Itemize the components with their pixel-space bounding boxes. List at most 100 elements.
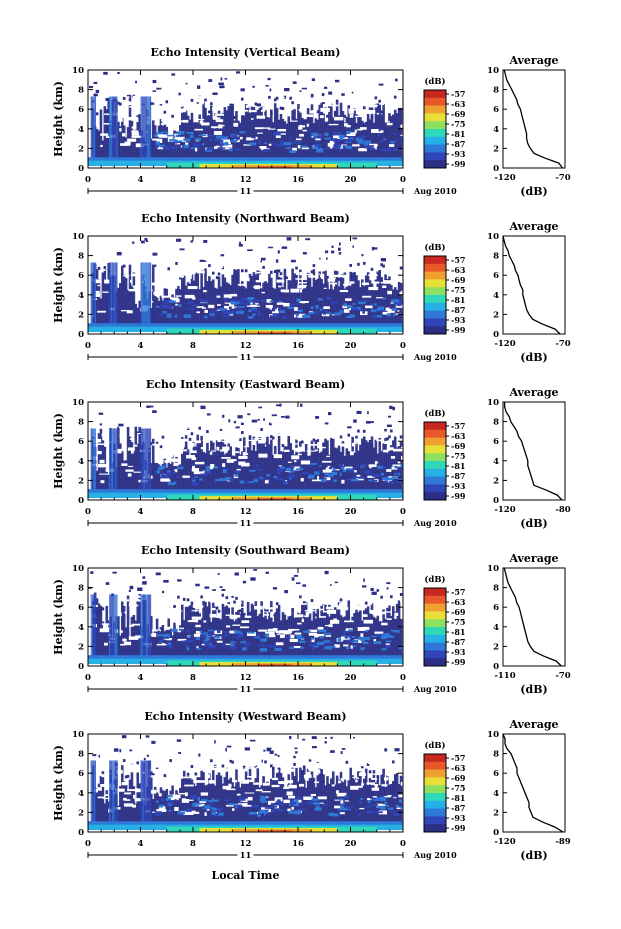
- echo-gap: [299, 289, 302, 293]
- echo-gap: [229, 313, 234, 316]
- date-label: Aug 2010: [413, 518, 457, 528]
- echo-cell: [213, 799, 220, 802]
- echo-gap: [328, 104, 339, 107]
- echo-gap: [172, 298, 180, 303]
- x-tick-label: 8: [190, 341, 196, 351]
- echo-cell: [289, 150, 297, 154]
- profile-y-tick-label: 6: [493, 437, 499, 447]
- colorbar-tick-label: -93: [451, 647, 466, 657]
- echo-gap: [133, 286, 137, 289]
- colorbar-tick-label: -75: [451, 783, 465, 793]
- echo-cell: [266, 747, 272, 750]
- echo-cell: [110, 760, 112, 827]
- echo-cell: [306, 108, 310, 166]
- colorbar-swatch: [424, 140, 446, 145]
- echo-gap: [128, 288, 137, 292]
- echo-cell: [359, 444, 362, 498]
- echo-cell: [252, 85, 255, 88]
- echo-cell: [263, 810, 269, 814]
- echo-cell: [346, 478, 353, 481]
- echo-cell: [227, 443, 231, 498]
- echo-cell: [380, 472, 385, 476]
- echo-gap: [385, 121, 391, 123]
- echo-gap: [197, 423, 202, 427]
- echo-cell: [210, 783, 213, 830]
- echo-cell: [378, 83, 384, 86]
- echo-cell: [299, 145, 308, 148]
- echo-cell: [351, 479, 359, 482]
- echo-gap: [133, 125, 137, 129]
- echo-gap: [244, 792, 255, 794]
- echo-cell: [203, 639, 209, 643]
- echo-gap: [374, 461, 378, 465]
- panel-title: Echo Intensity (Vertical Beam): [150, 46, 340, 59]
- echo-gap: [203, 290, 207, 293]
- echo-gap: [229, 630, 238, 634]
- echo-gap: [323, 306, 330, 310]
- colorbar-swatch: [424, 144, 446, 149]
- echo-gap: [209, 613, 217, 618]
- echo-gap: [374, 785, 378, 789]
- echo-gap: [324, 610, 330, 613]
- echo-cell: [374, 103, 378, 166]
- echo-gap: [104, 794, 109, 796]
- echo-cell: [110, 96, 112, 163]
- echo-gap: [374, 783, 379, 786]
- echo-cell: [97, 130, 101, 166]
- y-tick-label: 4: [78, 457, 84, 467]
- echo-cell: [89, 85, 94, 89]
- echo-cell: [103, 266, 107, 332]
- echo-cell: [113, 594, 115, 661]
- echo-cell: [233, 786, 236, 830]
- profile-frame: [502, 733, 566, 833]
- echo-gap: [88, 757, 93, 760]
- echo-gap: [252, 98, 263, 101]
- echo-cell: [393, 109, 397, 166]
- echo-cell: [301, 603, 304, 664]
- echo-cell: [392, 760, 395, 764]
- echo-gap: [307, 590, 314, 593]
- echo-cell: [115, 96, 117, 163]
- echo-gap: [215, 145, 220, 148]
- echo-gap: [270, 611, 275, 615]
- echo-gap: [367, 594, 374, 598]
- colorbar-swatch: [424, 496, 446, 501]
- echo-cell: [200, 473, 207, 476]
- echo-gap: [118, 258, 128, 261]
- colorbar-swatch: [424, 484, 446, 489]
- echo-cell: [161, 463, 167, 467]
- echo-gap: [369, 602, 373, 605]
- echo-cell: [277, 308, 286, 311]
- echo-cell: [339, 274, 343, 332]
- echo-cell: [328, 603, 331, 607]
- echo-gap: [177, 90, 186, 94]
- echo-gap: [358, 148, 367, 152]
- echo-cell: [311, 463, 318, 465]
- echo-gap: [357, 627, 367, 631]
- echo-cell: [138, 593, 141, 664]
- echo-gap: [328, 624, 333, 628]
- echo-cell: [383, 801, 388, 804]
- echo-gap: [309, 94, 318, 98]
- echo-cell: [191, 476, 196, 480]
- echo-cell: [308, 801, 313, 805]
- echo-gap: [343, 644, 349, 647]
- echo-cell: [319, 635, 324, 639]
- echo-cell: [207, 629, 214, 632]
- colorbar-swatch: [424, 781, 446, 786]
- echo-gap: [336, 593, 339, 595]
- echo-cell: [331, 289, 335, 332]
- echo-cell: [239, 454, 242, 498]
- echo-cell: [273, 307, 277, 310]
- echo-gap: [297, 285, 304, 288]
- echo-cell: [355, 778, 358, 830]
- echo-cell: [291, 110, 294, 166]
- colorbar-tick-label: -81: [451, 793, 465, 803]
- echo-gap: [286, 780, 294, 784]
- echo-cell: [399, 103, 403, 166]
- echo-gap: [200, 446, 205, 450]
- y-tick-label: 8: [78, 86, 84, 96]
- echo-cell: [254, 636, 260, 639]
- echo-gap: [225, 765, 236, 767]
- echo-cell: [264, 446, 267, 498]
